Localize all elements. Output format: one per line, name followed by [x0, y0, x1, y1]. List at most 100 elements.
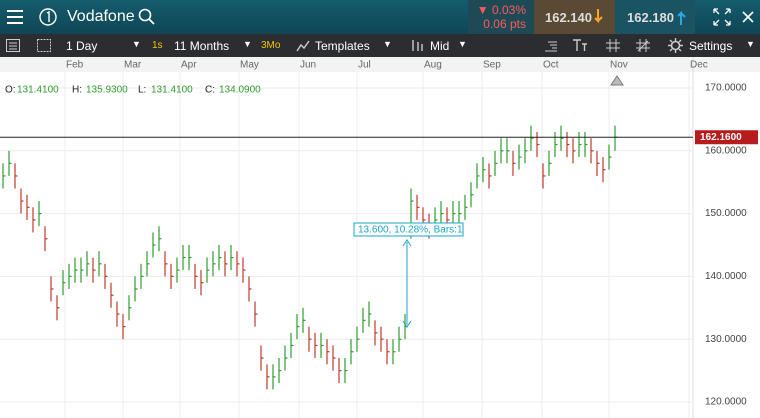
sell-arrow	[594, 9, 603, 24]
change-pct: ▼ 0.03%	[476, 3, 526, 17]
layout-icon[interactable]	[37, 39, 51, 52]
price-bar	[362, 307, 366, 333]
price-bar	[416, 194, 420, 220]
price-bar	[614, 125, 618, 151]
crosshair-icon[interactable]	[636, 39, 650, 52]
price-bar	[392, 339, 396, 365]
price-bar	[140, 263, 144, 289]
price-bar	[50, 276, 54, 302]
grid-icon[interactable]	[606, 39, 620, 52]
price-bar	[464, 194, 468, 220]
settings[interactable]: Settings	[689, 39, 733, 53]
price-bar	[44, 226, 48, 252]
month-axis-band	[0, 57, 760, 72]
search-icon[interactable]	[138, 8, 156, 26]
price-bar	[398, 326, 402, 352]
price-bar	[248, 276, 252, 302]
price-bar	[218, 245, 222, 271]
close-icon[interactable]	[742, 11, 754, 23]
change-pts: 0.06 pts	[483, 17, 526, 31]
price-bar	[110, 282, 114, 308]
price-bar	[290, 332, 294, 359]
price-bar	[482, 157, 486, 183]
price-bar	[32, 207, 36, 233]
drawing-icon[interactable]	[544, 39, 558, 52]
interval[interactable]: 1 Day	[66, 39, 98, 53]
month-label: Mar	[124, 60, 142, 71]
price-bar	[602, 157, 606, 183]
text-icon[interactable]	[572, 39, 588, 52]
price-bar	[524, 138, 528, 164]
y-tick-label: 170.0000	[705, 83, 747, 94]
price-bar	[452, 201, 456, 227]
interval-short[interactable]: 1s	[152, 40, 163, 51]
price-bar	[194, 263, 198, 289]
marker-triangle[interactable]	[610, 75, 624, 86]
price-bar	[92, 257, 96, 283]
price-bar	[152, 232, 156, 258]
price-bar	[266, 364, 270, 390]
price-bar	[488, 163, 492, 189]
dropdown-caret: ▼	[132, 39, 141, 49]
price-bar	[320, 332, 324, 359]
price-bar	[326, 339, 330, 365]
price-bar	[80, 257, 84, 283]
range[interactable]: 11 Months	[174, 39, 230, 53]
menu-icon[interactable]	[6, 9, 24, 25]
price-bar	[8, 150, 12, 176]
expand-icon[interactable]	[712, 7, 732, 27]
price-bar	[206, 257, 210, 283]
price-bar	[308, 326, 312, 352]
price-bar	[254, 301, 258, 327]
measure-arrow	[402, 239, 412, 328]
last-price-box	[695, 130, 758, 145]
instrument-name: Vodafone	[67, 8, 135, 25]
price-bar	[104, 263, 108, 289]
month-label: Feb	[66, 60, 84, 71]
price-type-icon	[412, 40, 423, 51]
price-bar	[344, 358, 348, 384]
price-bar	[518, 144, 522, 170]
price-type[interactable]: Mid	[430, 39, 450, 53]
info-icon[interactable]	[38, 7, 58, 27]
low-value: 131.4100	[151, 85, 193, 96]
price-bar	[242, 257, 246, 283]
price-bar	[476, 163, 480, 189]
settings-icon	[668, 38, 683, 53]
sell-button[interactable]: 162.140	[534, 0, 615, 34]
price-bar	[458, 201, 462, 227]
price-bar	[530, 125, 534, 151]
price-bar	[356, 326, 360, 352]
price-bar	[596, 150, 600, 176]
range-short[interactable]: 3Mo	[261, 40, 281, 51]
templates-icon	[296, 40, 310, 52]
chart: Feb Mar Apr May Jun Jul Aug Sep Oct Nov Dec 120.000…	[0, 57, 760, 418]
close-value: 134.0900	[219, 85, 261, 96]
price-bar	[440, 201, 444, 227]
price-bar	[182, 245, 186, 271]
open-label: O:	[5, 85, 16, 96]
buy-button[interactable]: 162.180	[615, 0, 695, 34]
templates[interactable]: Templates	[315, 39, 370, 53]
price-bar	[542, 163, 546, 189]
price-bar	[236, 251, 240, 277]
price-bar	[560, 125, 564, 151]
price-bar	[272, 364, 276, 390]
price-bar	[536, 131, 540, 158]
price-bar	[164, 251, 168, 277]
price-bar	[230, 245, 234, 271]
list-icon[interactable]	[6, 39, 20, 52]
price-bar	[14, 163, 18, 189]
dropdown-caret: ▼	[243, 39, 252, 49]
price-bar	[368, 301, 372, 327]
y-tick-label: 140.0000	[705, 271, 747, 282]
price-bar	[566, 131, 570, 158]
month-label: Apr	[181, 60, 197, 71]
header-bar: Vodafone ▼ 0.03% 0.06 pts 162.140 162.18…	[0, 0, 760, 34]
price-bar	[170, 263, 174, 289]
price-bar	[134, 276, 138, 302]
price-bar	[146, 251, 150, 277]
price-bar	[302, 307, 306, 333]
high-value: 135.9300	[86, 85, 128, 96]
price-bar	[512, 150, 516, 176]
